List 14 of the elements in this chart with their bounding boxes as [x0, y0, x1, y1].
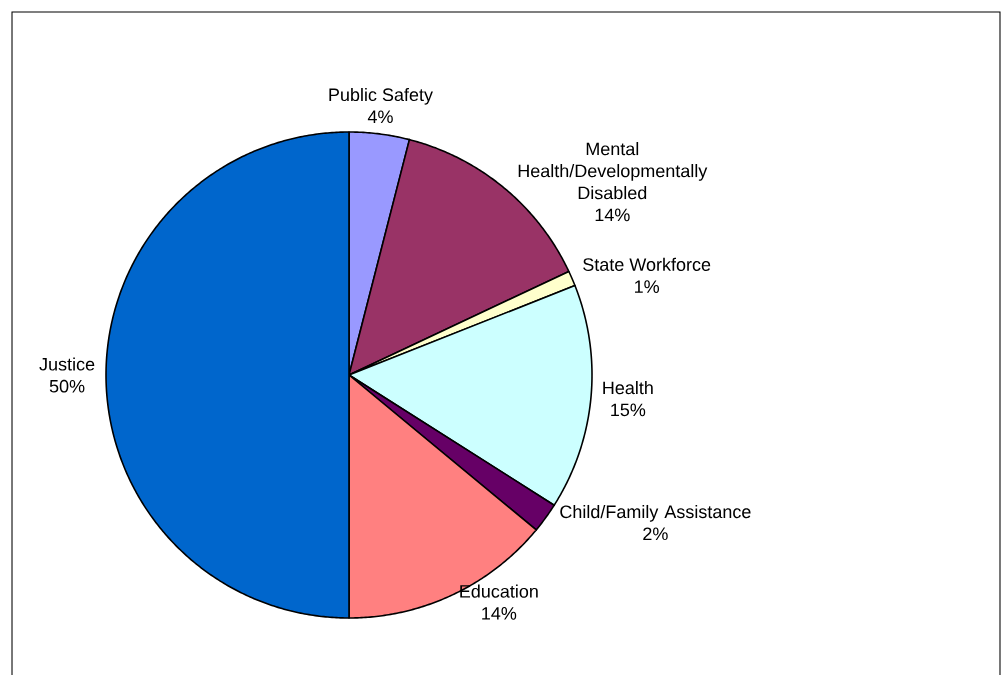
slice-label: Education [460, 584, 538, 598]
slice-label: State Workforce [583, 257, 711, 271]
data-label: 50% [49, 379, 85, 393]
data-label: 14% [595, 208, 630, 222]
data-label: 14% [482, 607, 517, 620]
slice-label: Health [603, 381, 653, 395]
slice-label: Mental Health/Developmentally Disabled [518, 142, 708, 200]
data-label: 4% [367, 110, 393, 124]
slice-label: Child/Family Assistance [560, 504, 751, 522]
slice-label: Public Safety [329, 87, 433, 105]
slice-label: Justice [39, 357, 95, 371]
data-label: 15% [611, 403, 646, 417]
data-label: 1% [635, 280, 660, 293]
data-label: 2% [643, 527, 668, 541]
